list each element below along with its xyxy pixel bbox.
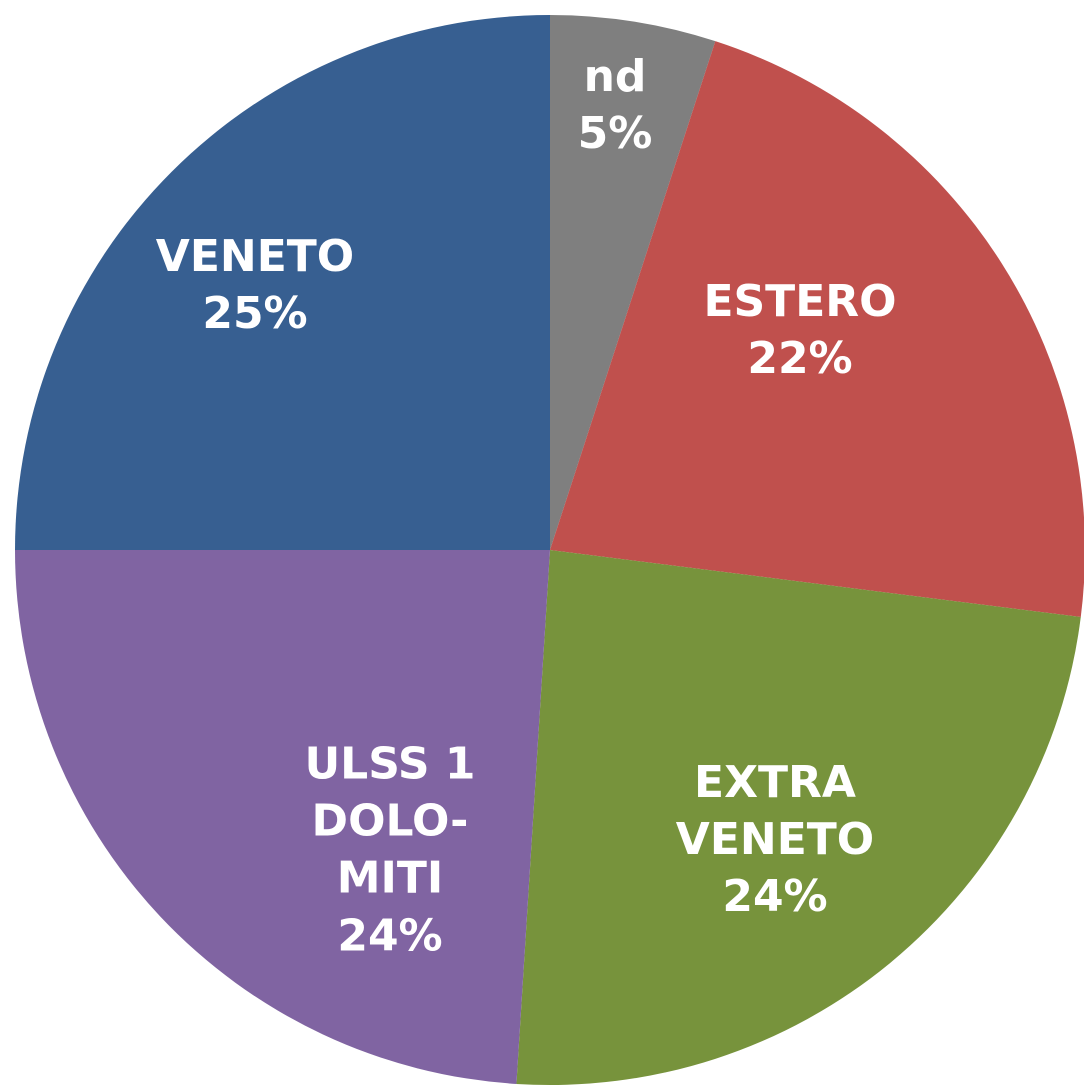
slice [516, 550, 1081, 1085]
slice [15, 15, 550, 550]
category-label: EXTRA VENETO [675, 757, 875, 866]
category-label: ULSS 1 DOLO-MITI [304, 738, 476, 904]
value-label: 22% [747, 333, 853, 384]
slice-label: ESTERO 22% [670, 273, 930, 387]
slice-label: ULSS 1 DOLO-MITI 24% [295, 736, 485, 965]
slice-label: nd 5% [540, 48, 690, 162]
category-label: nd [583, 50, 647, 102]
value-label: 25% [202, 288, 308, 339]
value-label: 24% [722, 871, 828, 923]
slice-label: VENETO 25% [125, 228, 385, 342]
slice [15, 550, 550, 1084]
slice [550, 41, 1084, 618]
value-label: 24% [337, 910, 443, 962]
category-label: VENETO [155, 230, 355, 282]
category-label: ESTERO [703, 275, 897, 327]
slice [550, 15, 716, 550]
slice-label: EXTRA VENETO 24% [645, 754, 905, 926]
value-label: 5% [577, 108, 653, 159]
